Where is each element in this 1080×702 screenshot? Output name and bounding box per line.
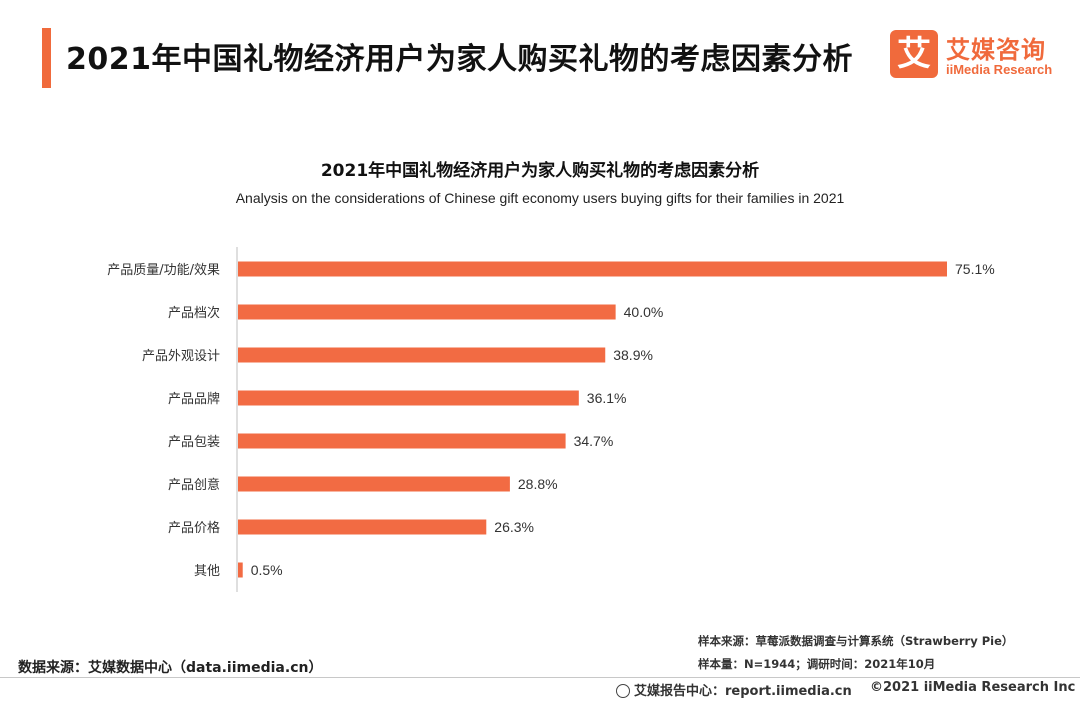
- report-center-text: 艾媒报告中心：report.iimedia.cn: [634, 684, 852, 699]
- brand-logo: 艾 艾媒咨询 iiMedia Research: [890, 30, 1070, 84]
- bar: [238, 347, 606, 363]
- globe-icon: [616, 684, 630, 698]
- category-label: 产品品牌: [168, 391, 220, 407]
- value-label: 34.7%: [574, 433, 614, 449]
- title-accent-bar: [42, 28, 51, 88]
- category-label: 产品质量/功能/效果: [107, 263, 220, 278]
- value-label: 26.3%: [494, 519, 534, 535]
- sample-source-note: 样本来源：草莓派数据调查与计算系统（Strawberry Pie）: [698, 634, 1014, 648]
- category-label: 产品档次: [168, 305, 220, 321]
- data-source-note: 数据来源：艾媒数据中心（data.iimedia.cn）: [18, 660, 323, 676]
- bar: [238, 519, 487, 535]
- chart-subtitle: Analysis on the considerations of Chines…: [235, 190, 845, 206]
- bar: [238, 390, 579, 406]
- page-title: 2021年中国礼物经济用户为家人购买礼物的考虑因素分析: [66, 42, 853, 77]
- category-label: 产品价格: [168, 520, 220, 536]
- logo-name-cn: 艾媒咨询: [946, 36, 1046, 64]
- value-label: 40.0%: [624, 304, 664, 320]
- value-label: 28.8%: [518, 476, 558, 492]
- bar: [238, 562, 243, 578]
- logo-mark-icon: 艾: [890, 30, 938, 78]
- value-label: 75.1%: [955, 261, 995, 277]
- bar: [238, 304, 616, 320]
- footer-divider: [0, 677, 1080, 678]
- sample-size-note: 样本量：N=1944；调研时间：2021年10月: [698, 657, 936, 671]
- value-label: 36.1%: [587, 390, 627, 406]
- report-center-link[interactable]: 艾媒报告中心：report.iimedia.cn: [616, 680, 852, 699]
- category-label: 产品包装: [168, 435, 220, 450]
- value-label: 38.9%: [613, 347, 653, 363]
- chart-title: 2021年中国礼物经济用户为家人购买礼物的考虑因素分析: [320, 161, 760, 181]
- value-label: 0.5%: [251, 562, 283, 578]
- logo-name-en: iiMedia Research: [946, 62, 1053, 77]
- category-label: 产品外观设计: [142, 349, 220, 364]
- category-label: 产品创意: [168, 477, 220, 493]
- bar: [238, 476, 510, 492]
- bar: [238, 433, 566, 449]
- category-label: 其他: [194, 564, 220, 579]
- bar: [238, 261, 947, 277]
- copyright-text: ©2021 iiMedia Research Inc: [870, 680, 1076, 695]
